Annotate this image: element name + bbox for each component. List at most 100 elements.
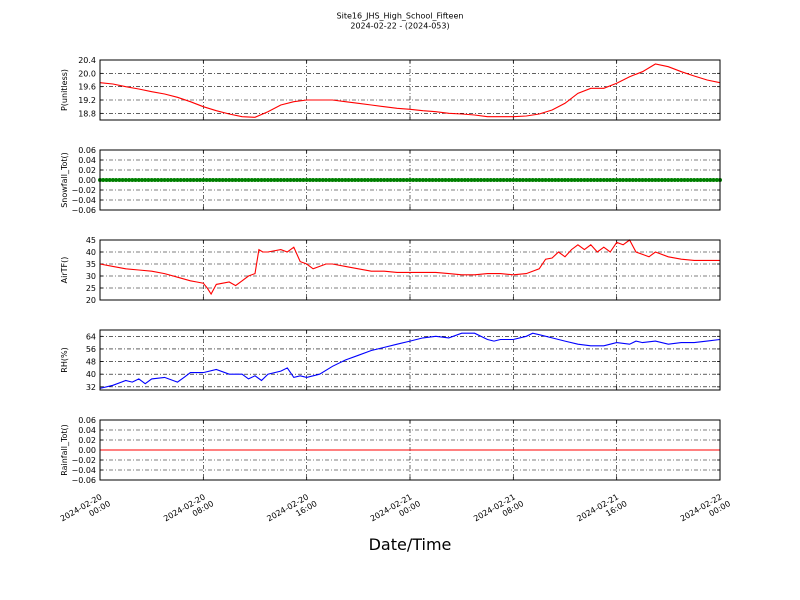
- panel-2-marker: [714, 178, 719, 182]
- panel-2-marker: [378, 178, 383, 182]
- panel-2-marker: [275, 178, 280, 182]
- panel-2-marker: [191, 178, 196, 182]
- panel-2-marker: [307, 178, 312, 182]
- panel-3-ytick-label-4: 40: [86, 248, 96, 257]
- panel-2-marker: [640, 178, 645, 182]
- panel-2-marker: [521, 178, 525, 182]
- panel-2-marker: [356, 178, 361, 182]
- panel-2: −0.06−0.04−0.020.000.020.040.06 Snowfall_…: [60, 146, 722, 215]
- panel-2-marker: [298, 178, 303, 182]
- panel-2-marker: [217, 178, 222, 182]
- panel-2-marker: [401, 178, 406, 182]
- panel-2-marker: [265, 178, 270, 182]
- panel-2-marker: [185, 178, 190, 182]
- panel-2-marker: [149, 178, 154, 182]
- panel-5-ytick-label-6: 0.06: [78, 416, 96, 425]
- panel-2-marker: [679, 178, 684, 182]
- panel-2-ytick-label-5: 0.04: [78, 156, 96, 165]
- panel-2-marker: [120, 178, 125, 182]
- panel-2-marker: [650, 178, 655, 182]
- panel-5-ytick-label-5: 0.04: [78, 426, 96, 435]
- panel-2-marker: [656, 178, 661, 182]
- panel-2-marker: [143, 178, 148, 182]
- x-axis-label: Date/Time: [369, 535, 452, 554]
- panel-3-ytick-label-3: 35: [86, 260, 96, 269]
- panel-2-marker: [295, 178, 299, 182]
- panel-4-y-axis-label: RH(%): [60, 347, 69, 372]
- panel-2-marker: [579, 178, 584, 182]
- panel-2-frame: [99, 149, 721, 211]
- panel-2-marker: [666, 178, 671, 182]
- panel-2-marker: [156, 178, 161, 182]
- panel-2-marker: [692, 178, 697, 182]
- panel-2-marker: [556, 178, 561, 182]
- panel-2-marker: [459, 178, 464, 182]
- panel-2-marker: [462, 178, 467, 182]
- panel-4-ytick-label-0: 32: [86, 383, 96, 392]
- panel-2-marker: [278, 178, 283, 182]
- panel-2-marker: [420, 178, 425, 182]
- panel-3-ytick-label-2: 30: [86, 272, 96, 281]
- panel-2-marker: [634, 178, 638, 182]
- panel-2-marker: [146, 178, 151, 182]
- panel-2-marker: [253, 178, 257, 182]
- panel-5-y-axis-label: Rainfall_Tot(): [60, 424, 69, 476]
- panel-2-marker: [236, 178, 241, 182]
- panel-2-marker: [388, 178, 393, 182]
- panel-2-marker: [669, 178, 674, 182]
- panel-2-marker: [569, 178, 574, 182]
- panel-2-marker: [540, 178, 545, 182]
- panel-2-marker: [414, 178, 419, 182]
- panel-2-marker: [343, 178, 348, 182]
- panel-3-ytick-label-1: 25: [86, 284, 96, 293]
- panel-2-marker: [107, 178, 112, 182]
- panel-2-marker: [611, 178, 616, 182]
- panel-2-marker: [430, 178, 435, 182]
- panel-1-ytick-label-4: 20.4: [78, 56, 96, 65]
- panel-2-marker: [246, 178, 251, 182]
- panel-2-marker: [269, 178, 274, 182]
- panel-2-marker: [663, 178, 668, 182]
- panel-1-frame: [99, 59, 721, 121]
- panel-2-marker: [194, 178, 199, 182]
- panel-4-series-line: [99, 332, 721, 389]
- panel-2-ytick-label-3: 0.00: [78, 176, 96, 185]
- panel-2-marker: [272, 178, 277, 182]
- panel-2-marker: [259, 178, 264, 182]
- panel-2-marker: [243, 178, 248, 182]
- panel-2-marker: [175, 178, 180, 182]
- panel-2-marker: [711, 178, 716, 182]
- panel-2-marker: [114, 178, 119, 182]
- panel-2-marker: [288, 178, 293, 182]
- panel-4-frame: [99, 329, 721, 391]
- panel-2-marker: [282, 178, 287, 182]
- panel-2-marker: [314, 178, 319, 182]
- panel-2-marker: [262, 178, 267, 182]
- panel-2-marker: [472, 178, 477, 182]
- panel-2-marker: [533, 178, 538, 182]
- panel-2-marker: [395, 178, 400, 182]
- panel-5-ytick-label-2: −0.02: [71, 456, 96, 465]
- panel-4-ytick-label-1: 40: [86, 370, 96, 379]
- panel-2-marker: [685, 178, 690, 182]
- panel-2-marker: [133, 178, 138, 182]
- panel-2-marker: [627, 178, 632, 182]
- panel-2-marker: [572, 178, 577, 182]
- panel-2-marker: [233, 178, 238, 182]
- panel-2-marker: [320, 178, 325, 182]
- panel-4-ytick-label-3: 56: [86, 345, 96, 354]
- panel-2-marker: [240, 178, 245, 182]
- panel-2-marker: [605, 178, 609, 182]
- panel-2-marker: [550, 178, 555, 182]
- panel-2-marker: [624, 178, 629, 182]
- panel-2-marker: [647, 178, 651, 182]
- panel-2-marker: [198, 178, 203, 182]
- panel-2-marker: [169, 178, 173, 182]
- panel-2-marker: [362, 178, 367, 182]
- panel-2-marker: [207, 178, 212, 182]
- panel-2-marker: [456, 178, 461, 182]
- panel-2-marker: [485, 178, 490, 182]
- panel-4: 32 40 48 56 64 RH(%): [60, 329, 721, 392]
- panel-2-marker: [708, 178, 713, 182]
